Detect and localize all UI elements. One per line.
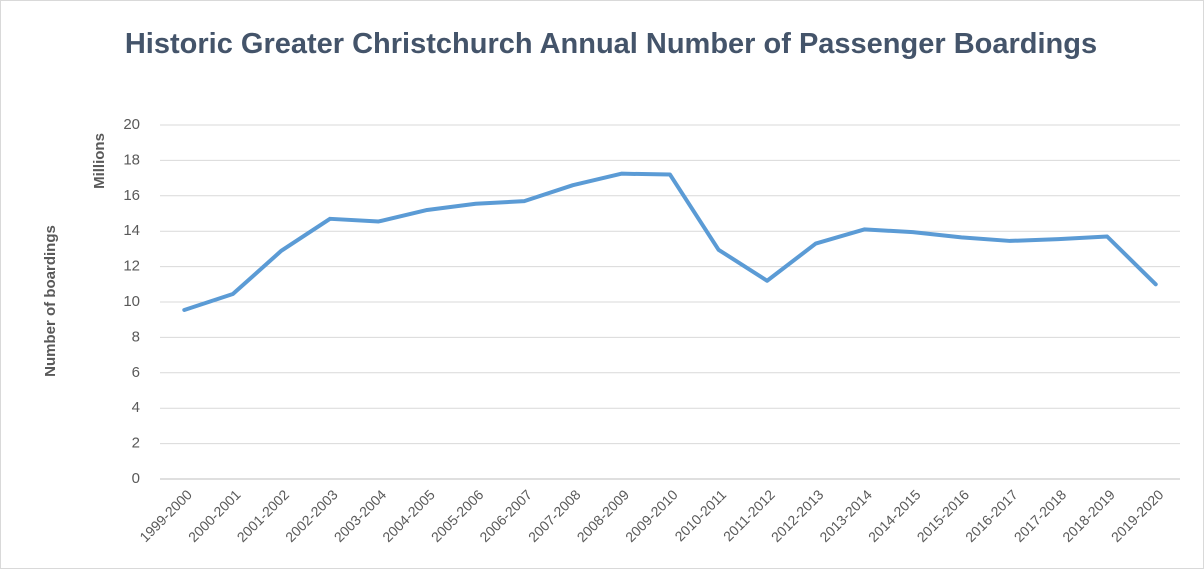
data-line <box>182 171 1158 312</box>
x-tick-label: 2009-2010 <box>622 486 681 545</box>
y-tick-label: 12 <box>123 258 140 275</box>
y-tick-label: 2 <box>132 435 140 452</box>
y-axis-label: Number of boardings <box>42 225 59 377</box>
y-tick-label: 8 <box>132 328 140 345</box>
chart-title: Historic Greater Christchurch Annual Num… <box>124 28 1098 60</box>
y-tick-label: 0 <box>132 470 140 487</box>
y-tick-label: 18 <box>123 151 140 168</box>
x-tick-label: 2019-2020 <box>1108 486 1167 545</box>
y-tick-label: 10 <box>123 293 140 310</box>
y-tick-label: 4 <box>132 399 140 416</box>
y-tick-label: 16 <box>123 187 140 204</box>
y-tick-label: 14 <box>123 222 140 239</box>
y-tick-label: 20 <box>123 116 140 133</box>
x-tick-label: 2010-2011 <box>671 486 729 544</box>
y-tick-label: 6 <box>132 364 140 381</box>
y-unit-label: Millions <box>91 133 108 189</box>
